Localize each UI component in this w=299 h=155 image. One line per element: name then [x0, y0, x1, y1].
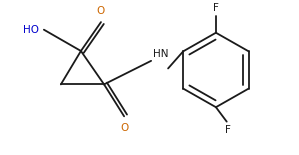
Text: O: O — [97, 6, 105, 16]
Text: F: F — [213, 3, 219, 13]
Text: HN: HN — [153, 49, 168, 59]
Text: O: O — [120, 123, 128, 133]
Text: HO: HO — [23, 25, 39, 35]
Text: F: F — [225, 125, 231, 135]
